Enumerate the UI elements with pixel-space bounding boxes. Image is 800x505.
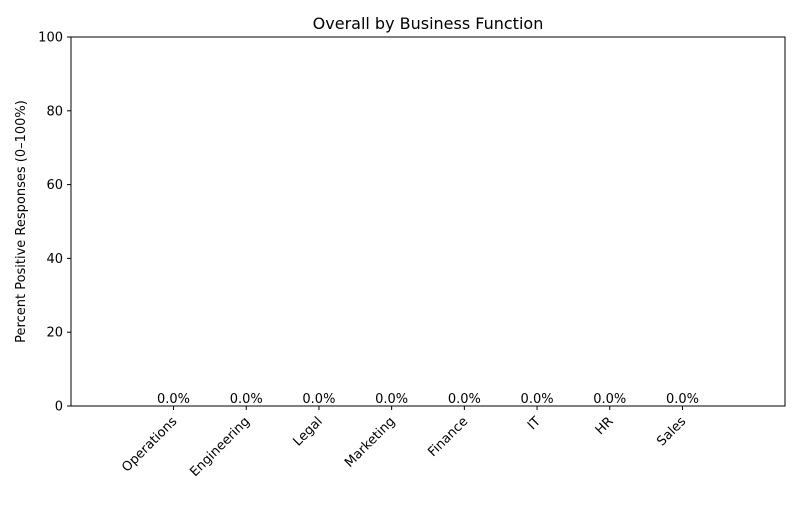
y-tick-label: 80 [46, 104, 63, 119]
y-tick-label: 0 [55, 400, 63, 415]
bar-data-label: 0.0% [521, 392, 554, 407]
y-tick-label: 40 [46, 252, 63, 267]
x-tick-label: Operations [119, 414, 180, 475]
x-tick-label: Finance [425, 414, 471, 460]
bar-data-label: 0.0% [448, 392, 481, 407]
y-axis: 0 20 40 60 80 100 [38, 31, 71, 415]
bar-data-label: 0.0% [302, 392, 335, 407]
x-tick-label: Engineering [187, 414, 253, 480]
plot-frame [70, 36, 786, 407]
x-tick-label: HR [593, 414, 617, 438]
y-tick-label: 60 [46, 178, 63, 193]
y-tick-label: 20 [46, 326, 63, 341]
bar-data-label: 0.0% [157, 392, 190, 407]
bar-labels: 0.0% 0.0% 0.0% 0.0% 0.0% 0.0% 0.0% 0.0% [157, 392, 699, 407]
x-axis: Operations Engineering Legal Marketing Finan… [119, 406, 689, 480]
bar-data-label: 0.0% [375, 392, 408, 407]
x-tick-label: Marketing [342, 414, 398, 470]
x-tick-label: Legal [291, 414, 326, 449]
bar-data-label: 0.0% [230, 392, 263, 407]
bar-data-label: 0.0% [666, 392, 699, 407]
bar-data-label: 0.0% [593, 392, 626, 407]
chart-title: Overall by Business Function [313, 14, 544, 33]
x-tick-label: Sales [654, 414, 689, 449]
y-tick-label: 100 [38, 31, 63, 46]
y-axis-label: Percent Positive Responses (0–100%) [14, 100, 29, 343]
x-tick-label: IT [525, 414, 544, 433]
